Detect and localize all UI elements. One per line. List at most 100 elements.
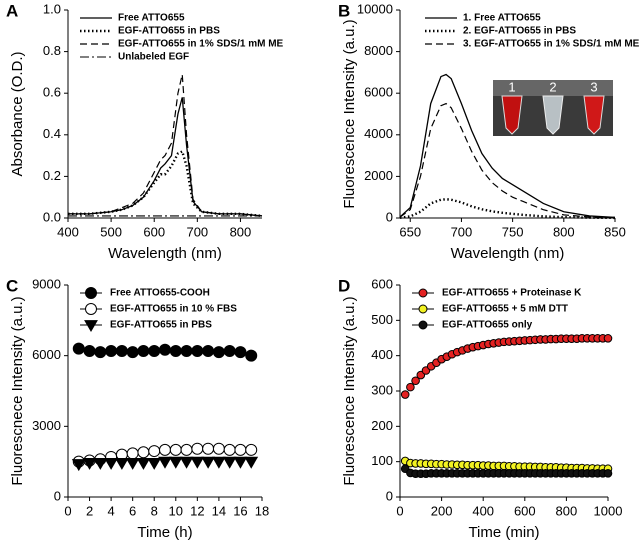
- panel-label: C: [6, 276, 18, 295]
- y-tick-label: 400: [371, 347, 393, 362]
- marker: [411, 376, 420, 386]
- x-tick-label: 2: [86, 503, 93, 518]
- marker: [168, 456, 183, 469]
- marker: [169, 344, 182, 357]
- y-tick-label: 0: [54, 488, 61, 503]
- marker: [418, 320, 428, 330]
- y-tick-label: 10000: [357, 1, 393, 16]
- y-axis-title: Fluorescnece Intensity (a.u.): [9, 296, 26, 485]
- x-tick-label: 4: [107, 503, 114, 518]
- marker: [191, 344, 204, 357]
- x-tick-label: 850: [604, 224, 626, 239]
- x-tick-label: 700: [451, 224, 473, 239]
- panel-label: B: [338, 1, 350, 20]
- marker: [169, 443, 182, 456]
- y-axis-title: Fluorescence Intensity (a.u.): [341, 296, 358, 485]
- marker: [202, 344, 215, 357]
- marker: [245, 349, 258, 362]
- marker: [94, 346, 107, 359]
- y-axis-title: Fluorescence Intensity (a.u.): [341, 19, 358, 208]
- marker: [245, 443, 258, 456]
- inset-label: 2: [549, 79, 556, 94]
- legend-label: 1. Free ATTO655: [463, 13, 541, 24]
- legend-label: Free ATTO655-COOH: [110, 288, 210, 299]
- marker: [148, 445, 161, 458]
- marker: [93, 457, 108, 470]
- y-tick-label: 200: [371, 418, 393, 433]
- y-tick-label: 0.8: [43, 43, 61, 58]
- x-tick-label: 10: [169, 503, 183, 518]
- x-tick-label: 6: [129, 503, 136, 518]
- legend-label: Unlabeled EGF: [118, 52, 189, 63]
- legend-label: EGF-ATTO655 in PBS: [110, 320, 212, 331]
- x-tick-label: 400: [57, 224, 79, 239]
- marker: [104, 457, 119, 470]
- tube: [501, 95, 523, 135]
- legend-label: EGF-ATTO655 in PBS: [118, 26, 220, 37]
- x-tick-label: 0: [396, 503, 403, 518]
- tube: [583, 95, 605, 135]
- marker: [234, 443, 247, 456]
- panel-label: A: [6, 1, 18, 20]
- marker: [137, 446, 150, 459]
- marker: [72, 342, 85, 355]
- marker: [406, 382, 415, 392]
- marker: [400, 390, 410, 399]
- y-tick-label: 0.4: [43, 126, 61, 141]
- y-tick-label: 8000: [364, 43, 393, 58]
- x-tick-label: 400: [472, 503, 494, 518]
- legend-label: Free ATTO655: [118, 13, 185, 24]
- x-tick-label: 8: [151, 503, 158, 518]
- x-axis-title: Wavelength (nm): [108, 245, 222, 262]
- x-tick-label: 200: [431, 503, 453, 518]
- photo-light: [493, 80, 613, 96]
- y-tick-label: 1.0: [43, 1, 61, 16]
- marker: [233, 456, 248, 469]
- x-tick-label: 700: [186, 224, 208, 239]
- y-tick-label: 4000: [364, 126, 393, 141]
- data-line: [399, 73, 616, 219]
- marker: [159, 443, 171, 456]
- marker: [211, 456, 226, 469]
- x-tick-label: 800: [230, 224, 252, 239]
- x-tick-label: 16: [233, 503, 247, 518]
- x-tick-label: 12: [190, 503, 204, 518]
- marker: [114, 457, 129, 470]
- data-line: [68, 149, 263, 218]
- x-axis-title: Time (min): [468, 524, 539, 541]
- marker: [136, 457, 151, 470]
- y-tick-label: 6000: [364, 85, 393, 100]
- y-tick-label: 500: [371, 312, 393, 327]
- inset-label: 3: [590, 79, 597, 94]
- x-tick-label: 800: [553, 224, 575, 239]
- marker: [222, 456, 237, 469]
- marker: [105, 344, 118, 357]
- marker: [115, 344, 128, 357]
- marker: [190, 456, 205, 469]
- marker: [223, 344, 236, 357]
- y-tick-label: 0.2: [43, 168, 61, 183]
- marker: [84, 320, 98, 333]
- marker: [603, 334, 613, 343]
- legend-label: EGF-ATTO655 in 10 % FBS: [110, 304, 237, 315]
- y-tick-label: 0.6: [43, 85, 61, 100]
- data-line: [399, 198, 616, 220]
- x-tick-label: 600: [143, 224, 165, 239]
- x-tick-label: 750: [502, 224, 524, 239]
- marker: [82, 457, 97, 470]
- panel: 0 2000 4000 6000 8000 10000 650 700 750 800 850 Wav…: [338, 1, 639, 262]
- marker: [71, 459, 86, 472]
- marker: [125, 457, 140, 470]
- y-tick-label: 9000: [32, 276, 61, 291]
- legend-label: EGF-ATTO655 only: [442, 320, 533, 331]
- marker: [159, 343, 171, 356]
- tube: [542, 95, 564, 135]
- panel: 0.0 0.2 0.4 0.6 0.8 1.0 400 500 600 700 800 Wavelen…: [6, 1, 284, 262]
- x-tick-label: 800: [556, 503, 578, 518]
- y-tick-label: 0: [386, 488, 393, 503]
- y-tick-label: 6000: [32, 347, 61, 362]
- marker: [83, 344, 96, 357]
- x-tick-label: 500: [100, 224, 122, 239]
- marker: [202, 442, 215, 455]
